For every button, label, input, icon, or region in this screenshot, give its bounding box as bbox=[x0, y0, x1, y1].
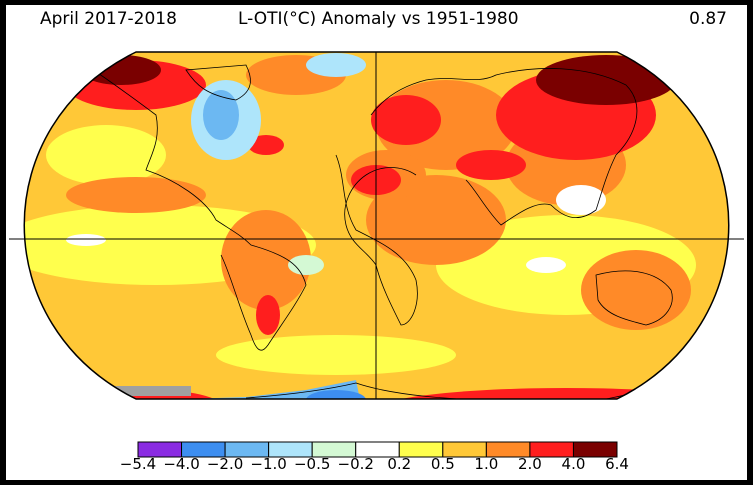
americas-coast bbox=[85, 64, 307, 351]
anomaly-patch bbox=[536, 55, 676, 105]
anomaly-patch bbox=[203, 90, 239, 140]
australia-coast bbox=[595, 270, 673, 326]
anomaly-patch bbox=[66, 177, 206, 213]
anomaly-patch bbox=[288, 255, 324, 275]
anomaly-patch bbox=[376, 388, 729, 399]
anomaly-patch bbox=[46, 125, 166, 185]
colorbar-tick-label: 4.0 bbox=[561, 455, 586, 473]
colorbar-tick-label: 1.0 bbox=[474, 455, 499, 473]
anomaly-patch bbox=[216, 335, 456, 375]
anomaly-patch bbox=[256, 295, 280, 335]
anomaly-patch bbox=[66, 234, 106, 246]
colorbar-tick-label: −1.0 bbox=[250, 455, 287, 473]
anomaly-patch bbox=[221, 210, 311, 310]
coastlines bbox=[85, 64, 673, 399]
colorbar-tick-label: −5.4 bbox=[119, 455, 157, 473]
anomaly-patch bbox=[371, 95, 441, 145]
colorbar-tick-label: −0.2 bbox=[337, 455, 374, 473]
colorbar-tick-labels: −5.4 −4.0 −2.0 −1.0 −0.5 −0.2 0.2 0.5 1.0 2.0 4.0 6… bbox=[6, 455, 747, 477]
colorbar-tick-label: −2.0 bbox=[206, 455, 244, 473]
colorbar-tick-label: 0.5 bbox=[430, 455, 455, 473]
map-figure: April 2017-2018 L-OTI(°C) Anomaly vs 195… bbox=[6, 5, 747, 480]
anomaly-patch bbox=[211, 401, 251, 409]
global-mean-value: 0.87 bbox=[689, 9, 727, 29]
missing-data-region bbox=[96, 386, 191, 396]
anomaly-patch bbox=[581, 250, 691, 330]
anomaly-map bbox=[9, 51, 744, 458]
colorbar-tick-label: 6.4 bbox=[605, 455, 629, 473]
greenland-coast bbox=[185, 64, 251, 101]
projection-outline bbox=[23, 51, 730, 400]
anomaly-patch bbox=[526, 257, 566, 273]
anomaly-patch bbox=[556, 185, 606, 215]
map-title: L-OTI(°C) Anomaly vs 1951-1980 bbox=[238, 9, 519, 29]
colorbar-tick-label: −0.5 bbox=[293, 455, 331, 473]
anomaly-patch bbox=[248, 135, 284, 155]
eurasia-coast bbox=[370, 68, 638, 226]
colorbar bbox=[137, 441, 618, 458]
africa-coast bbox=[335, 154, 418, 326]
colorbar-tick-label: −4.0 bbox=[163, 455, 200, 473]
colorbar-swatch bbox=[572, 441, 618, 458]
colorbar-tick-label: 0.2 bbox=[387, 455, 412, 473]
colorbar-tick-label: 2.0 bbox=[517, 455, 542, 473]
anomaly-patch bbox=[306, 390, 366, 399]
period-label: April 2017-2018 bbox=[40, 9, 177, 29]
anomaly-patch bbox=[456, 150, 526, 180]
anomaly-patch bbox=[306, 53, 366, 77]
